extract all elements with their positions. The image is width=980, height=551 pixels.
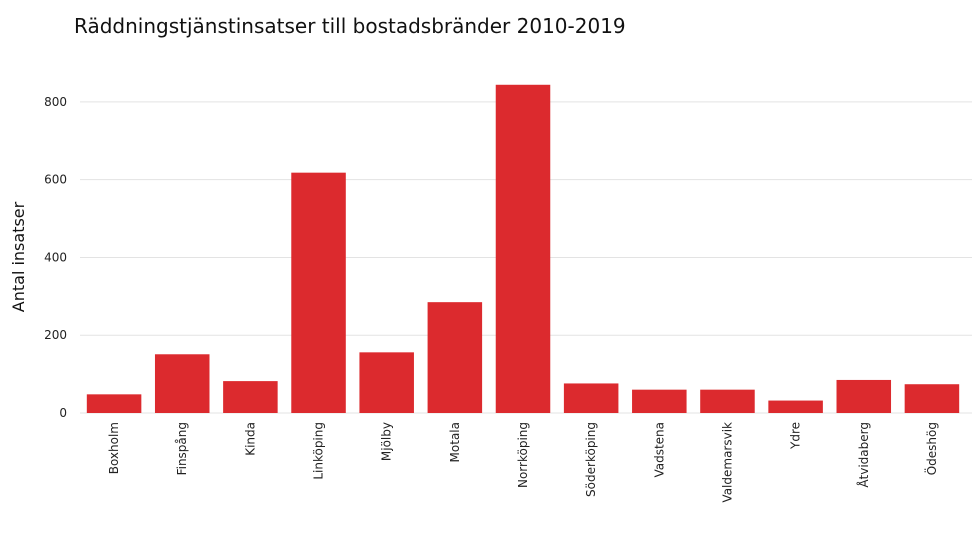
- y-tick-label: 800: [44, 95, 67, 109]
- bar: [563, 383, 619, 413]
- x-tick-label: Mjölby: [380, 422, 394, 461]
- x-tick-label: Motala: [448, 422, 462, 462]
- x-tick-label: Kinda: [243, 422, 257, 456]
- x-tick-label: Norrköping: [516, 422, 530, 488]
- x-axis-ticks: Boxholm Finspång Kinda Linköping Mjölby Motal…: [107, 422, 939, 503]
- bar: [632, 389, 687, 413]
- bar: [291, 172, 346, 413]
- y-axis-label: Antal insatser: [9, 201, 28, 312]
- bar: [495, 84, 551, 414]
- bar: [836, 379, 892, 413]
- x-tick-label: Linköping: [312, 422, 326, 480]
- x-tick-label: Ydre: [789, 422, 803, 450]
- bar: [904, 384, 960, 413]
- y-tick-label: 200: [44, 328, 67, 342]
- y-tick-label: 400: [44, 250, 67, 264]
- y-tick-label: 600: [44, 173, 67, 187]
- x-tick-label: Åtvidaberg: [856, 422, 871, 488]
- x-tick-label: Söderköping: [584, 422, 598, 497]
- bar: [768, 400, 823, 413]
- bar: [154, 354, 210, 413]
- y-tick-label: 0: [59, 406, 67, 420]
- bar: [359, 352, 414, 413]
- chart-title: Räddningstjänstinsatser till bostadsbrän…: [74, 14, 626, 38]
- bars: [86, 84, 960, 414]
- x-tick-label: Vadstena: [652, 422, 666, 478]
- y-axis-ticks: 0 200 400 600 800: [44, 95, 67, 420]
- bar: [700, 389, 755, 413]
- x-tick-label: Ödeshög: [923, 422, 939, 475]
- x-tick-label: Boxholm: [107, 422, 121, 474]
- x-tick-label: Valdemarsvik: [720, 422, 734, 503]
- bar: [223, 381, 278, 413]
- bar: [86, 394, 142, 413]
- bar: [427, 302, 483, 413]
- x-tick-label: Finspång: [175, 422, 189, 475]
